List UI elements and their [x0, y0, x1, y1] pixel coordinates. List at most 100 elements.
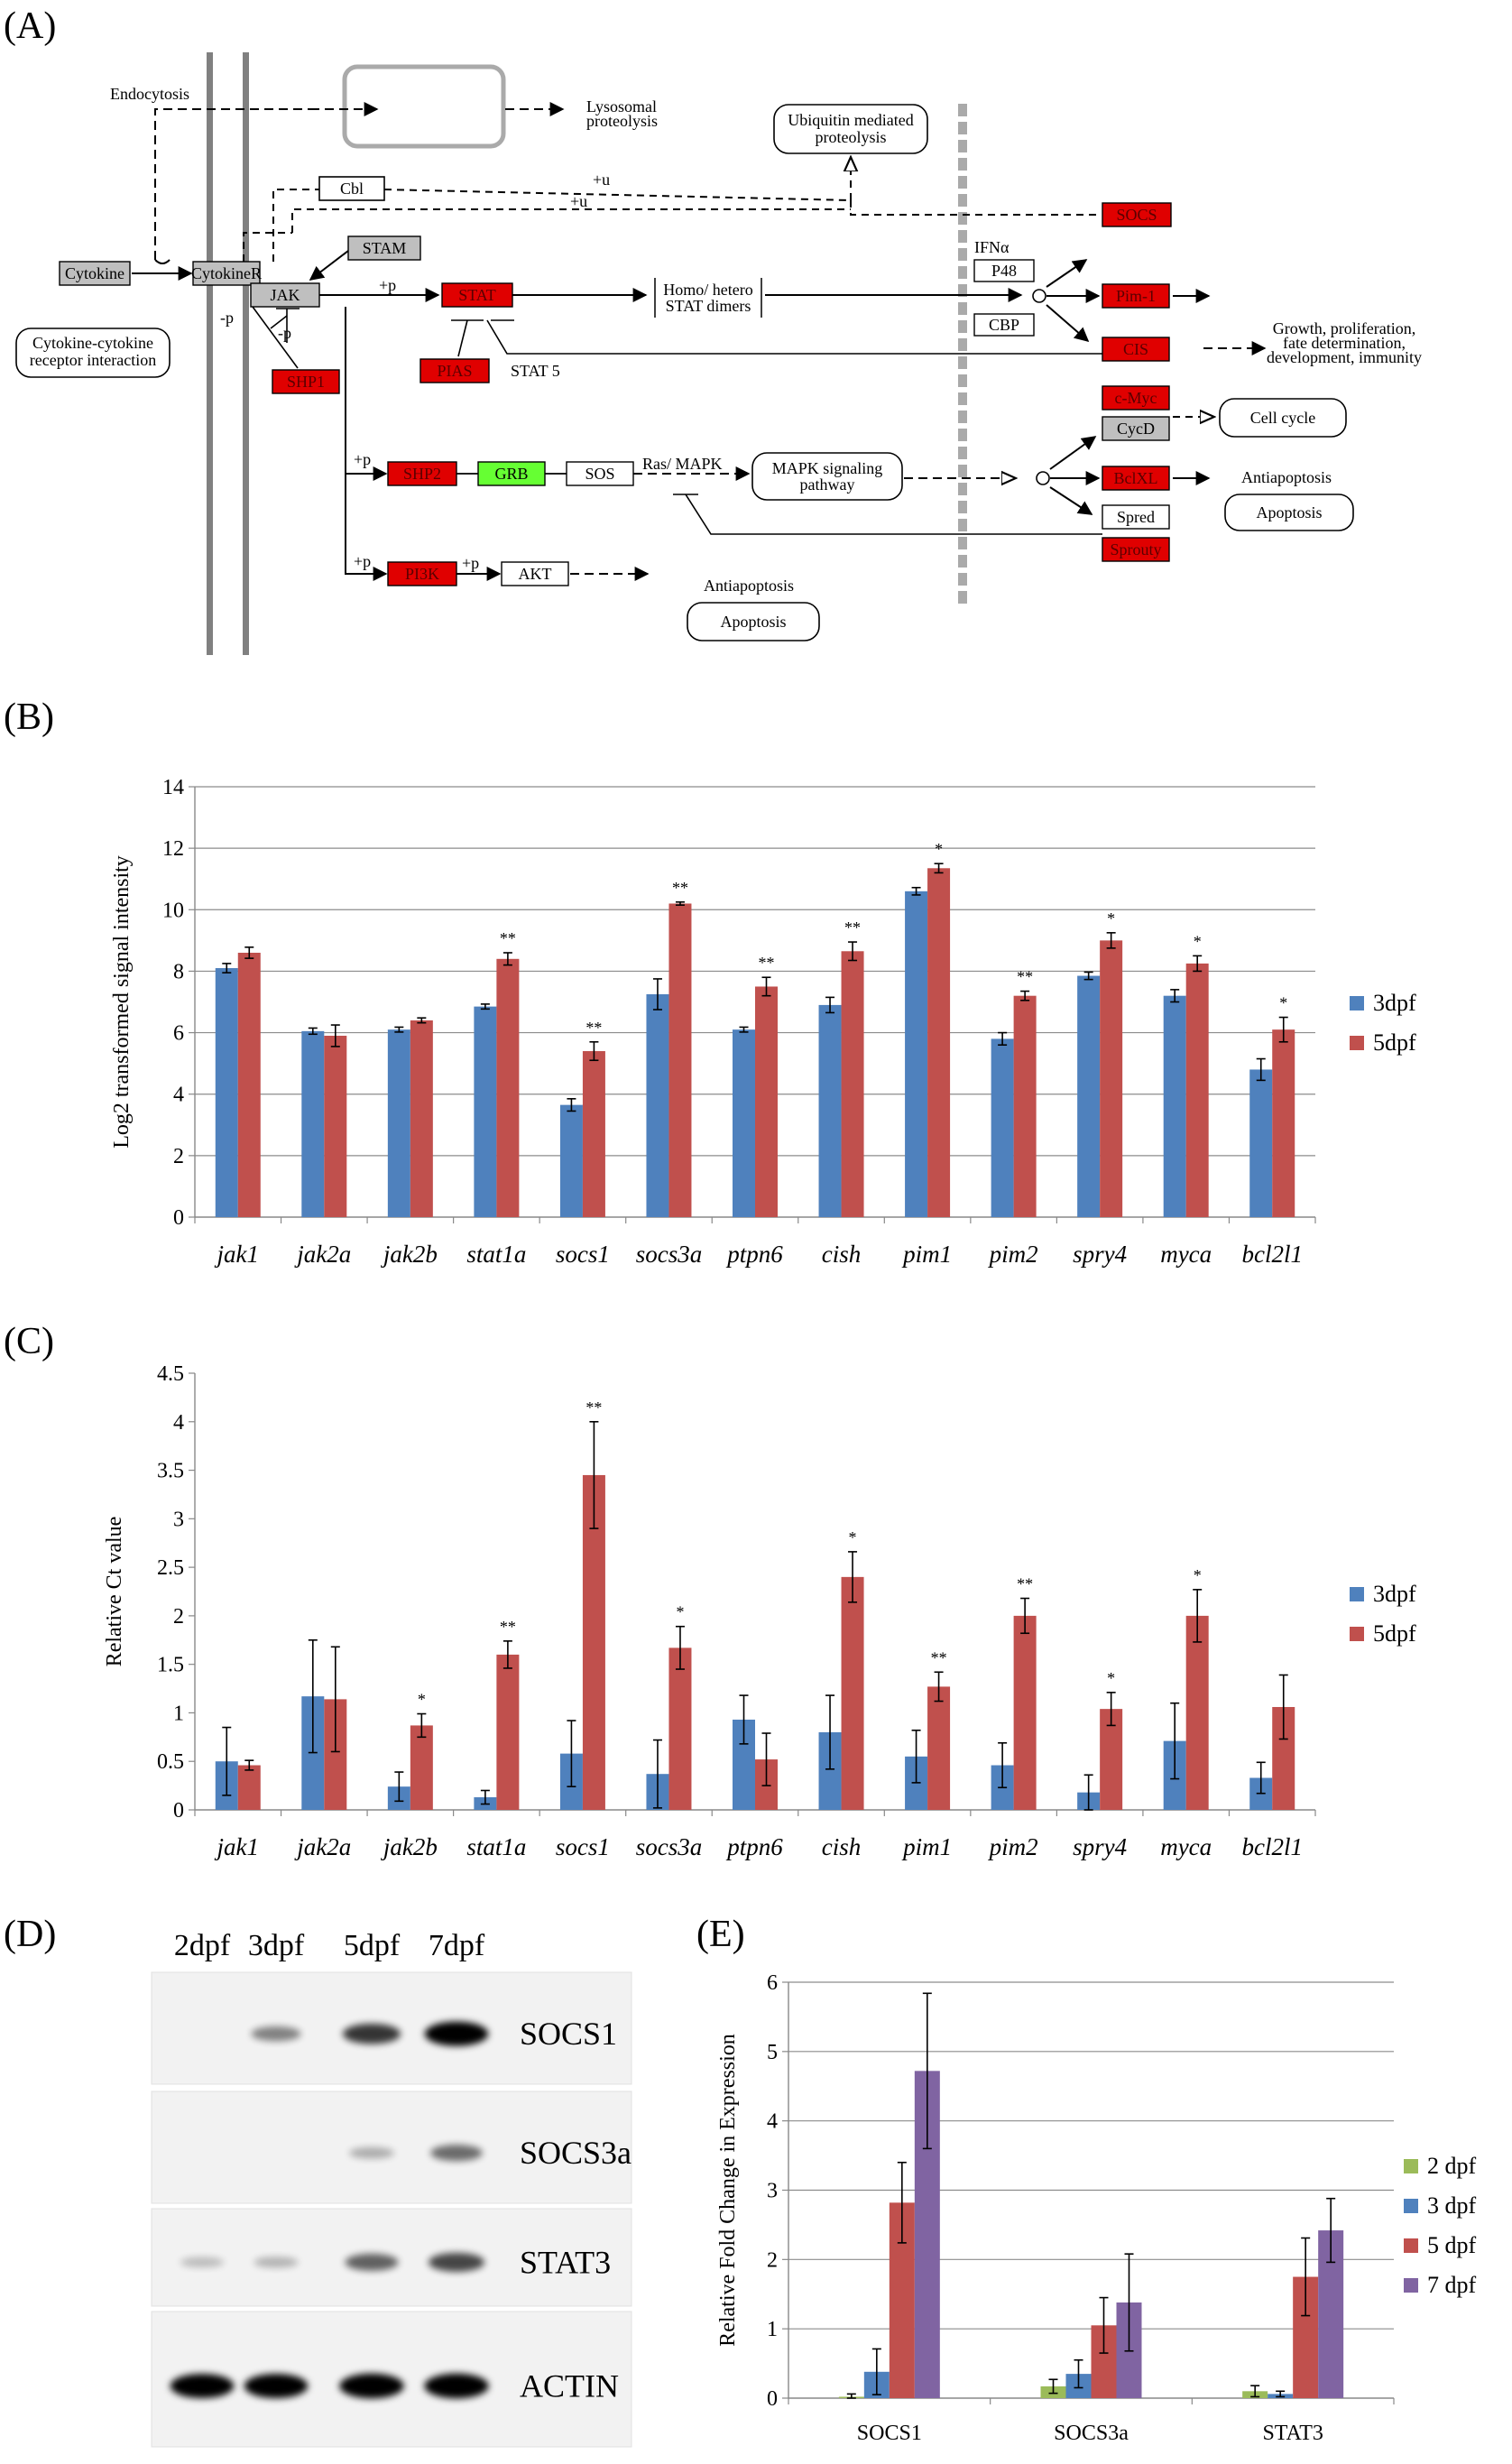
svg-text:BclXL: BclXL [1114, 469, 1158, 487]
cytokine-node [59, 261, 131, 286]
blot-strip-SOCS3a [151, 2090, 632, 2204]
y-axis-title: Relative Ct value [103, 1517, 126, 1667]
category-label: STAT3 [1262, 2422, 1323, 2445]
svg-text:STAT 5: STAT 5 [511, 362, 560, 380]
blot-band-ACTIN-2dpf [170, 2373, 235, 2399]
svg-text:SOCS: SOCS [1116, 206, 1157, 224]
bar-5dpf-jak1 [237, 952, 261, 1217]
bar-5dpf-jak1 [237, 1765, 261, 1810]
bar-5dpf-myca [1185, 963, 1209, 1217]
legend-label: 3dpf [1373, 1581, 1416, 1607]
y-tick-label: 14 [162, 776, 184, 799]
category-label: bcl2l1 [1241, 1241, 1303, 1268]
significance-mark: * [1279, 994, 1287, 1012]
svg-text:JAK: JAK [270, 286, 300, 304]
category-label: stat1a [466, 1241, 526, 1268]
svg-text:P48: P48 [991, 262, 1017, 280]
y-tick-label: 2 [173, 1605, 184, 1629]
bar-5dpf-spry4 [1100, 940, 1123, 1217]
svg-text:Apoptosis: Apoptosis [1256, 503, 1322, 521]
blot-band-STAT3-2dpf [180, 2256, 225, 2268]
western-blot: 2dpf 3dpf 5dpf 7dpf SOCS1 SOCS3a STAT3 ACTIN [151, 1929, 632, 2448]
blot-band-STAT3-5dpf [345, 2253, 399, 2271]
pi3k-node [387, 561, 457, 586]
legend-label: 7 dpf [1427, 2272, 1477, 2298]
svg-text:Growth, proliferation,: Growth, proliferation, [1273, 319, 1415, 337]
legend-swatch [1350, 1036, 1364, 1050]
cytokiner-node [192, 261, 261, 286]
ubiquitin-label-2: proteolysis [816, 128, 887, 146]
category-label: myca [1160, 1833, 1212, 1860]
svg-text:AKT: AKT [519, 565, 552, 583]
bar-5dpf-pim1 [927, 868, 951, 1217]
bar-3dpf-jak2b [387, 1029, 410, 1217]
y-tick-label: 4 [173, 1411, 184, 1435]
category-label: spry4 [1073, 1833, 1127, 1860]
bar-3dpf-jak1 [215, 968, 238, 1217]
significance-mark: * [676, 1603, 684, 1621]
y-tick-label: 0 [767, 2387, 778, 2411]
svg-text:GRB: GRB [494, 465, 528, 483]
svg-text:Antiapoptosis: Antiapoptosis [704, 577, 794, 595]
category-label: cish [822, 1833, 862, 1860]
panel-e: (E) 0 1 2 3 4 5 6 SOCS1 SOCS3a STAT3 Relative Fold… [696, 1914, 1477, 2445]
svg-text:STAM: STAM [363, 239, 407, 257]
cbp-node [973, 313, 1035, 337]
svg-text:SOS: SOS [585, 465, 614, 483]
category-label: pim2 [988, 1833, 1038, 1860]
category-label: pim2 [988, 1241, 1038, 1268]
svg-text:STAT: STAT [458, 286, 496, 304]
bar-3dpf-bcl2l1 [1249, 1069, 1273, 1217]
ubiquitin-label-1: Ubiquitin mediated [788, 111, 913, 129]
blot-band-SOCS3a-5dpf [349, 2146, 394, 2159]
lysosomal-label-2: proteolysis [586, 112, 658, 130]
svg-text:Cytokine: Cytokine [65, 264, 124, 282]
category-label: SOCS1 [857, 2422, 922, 2445]
sprouty-node [1102, 537, 1170, 562]
bar-3dpf-spry4 [1077, 975, 1101, 1217]
svg-text:fate determination,: fate determination, [1283, 334, 1406, 352]
y-axis-title: Log2 transformed signal intensity [110, 855, 134, 1149]
category-label: jak1 [215, 1241, 260, 1268]
blot-band-SOCS1-5dpf [342, 2023, 401, 2044]
category-label: jak2b [381, 1833, 438, 1860]
legend-label: 3dpf [1373, 990, 1416, 1016]
panel-c: (C) 0 0.5 1 1.5 2 2.5 3 3.5 4 4.5 jak1 jak2a * jak2b *… [4, 1321, 1416, 1860]
svg-text:development, immunity: development, immunity [1267, 348, 1422, 366]
bar-3dpf-stat1a [474, 1006, 497, 1217]
svg-text:Spred: Spred [1117, 508, 1155, 526]
significance-mark: * [1194, 1566, 1202, 1584]
lysosomal-label-1: Lysosomal [586, 97, 657, 115]
y-axis-title: Relative Fold Change in Expression [716, 2034, 740, 2347]
svg-text:Cbl: Cbl [340, 180, 364, 198]
pias-node [419, 358, 490, 383]
y-tick-label: 3 [173, 1508, 184, 1531]
chart-e: 0 1 2 3 4 5 6 SOCS1 SOCS3a STAT3 Relative Fold Cha… [716, 1971, 1477, 2445]
category-label: ptpn6 [725, 1833, 783, 1860]
apoptosis-right-box [1224, 494, 1354, 531]
ubiquitin-box [773, 104, 928, 154]
significance-mark: * [1107, 1669, 1115, 1687]
svg-text:CBP: CBP [989, 316, 1019, 334]
cycd-node [1102, 416, 1170, 441]
svg-text:Homo/ hetero: Homo/ hetero [663, 281, 752, 299]
legend-label: 2 dpf [1427, 2153, 1477, 2179]
legend-swatch [1350, 1587, 1364, 1601]
category-label: socs3a [636, 1241, 703, 1268]
category-label: socs3a [636, 1833, 703, 1860]
shp1-node [272, 369, 340, 394]
svg-text:receptor interaction: receptor interaction [30, 351, 156, 369]
blot-band-ACTIN-7dpf [424, 2373, 489, 2399]
category-label: bcl2l1 [1241, 1833, 1303, 1860]
pim1-node [1102, 283, 1170, 309]
panel-label-b: (B) [4, 697, 54, 738]
significance-mark: * [1107, 909, 1115, 927]
category-label: spry4 [1073, 1241, 1127, 1268]
svg-text:+p: +p [379, 276, 396, 294]
blot-band-ACTIN-5dpf [339, 2373, 404, 2399]
svg-text:+p: +p [462, 554, 479, 572]
legend-swatch [1350, 996, 1364, 1011]
significance-mark: * [935, 840, 943, 858]
membrane-line-2 [243, 52, 249, 655]
